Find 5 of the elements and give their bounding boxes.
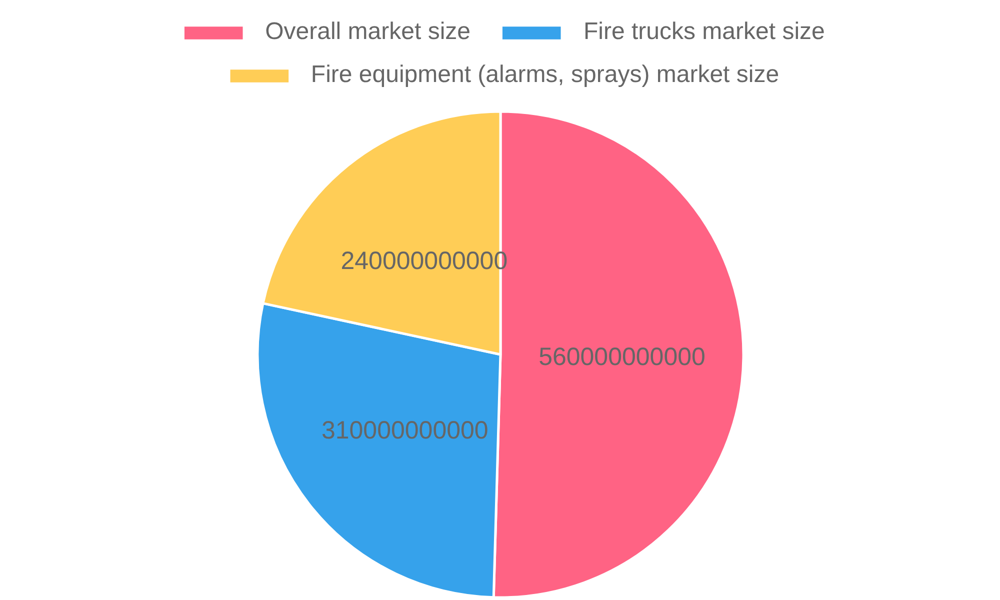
legend-label: Overall market size [265,18,471,46]
data-label: 560000000000 [538,343,706,372]
legend-label: Fire trucks market size [584,18,825,46]
data-label: 310000000000 [321,416,488,444]
legend-label: Fire equipment (alarms, sprays) market size [310,61,780,89]
